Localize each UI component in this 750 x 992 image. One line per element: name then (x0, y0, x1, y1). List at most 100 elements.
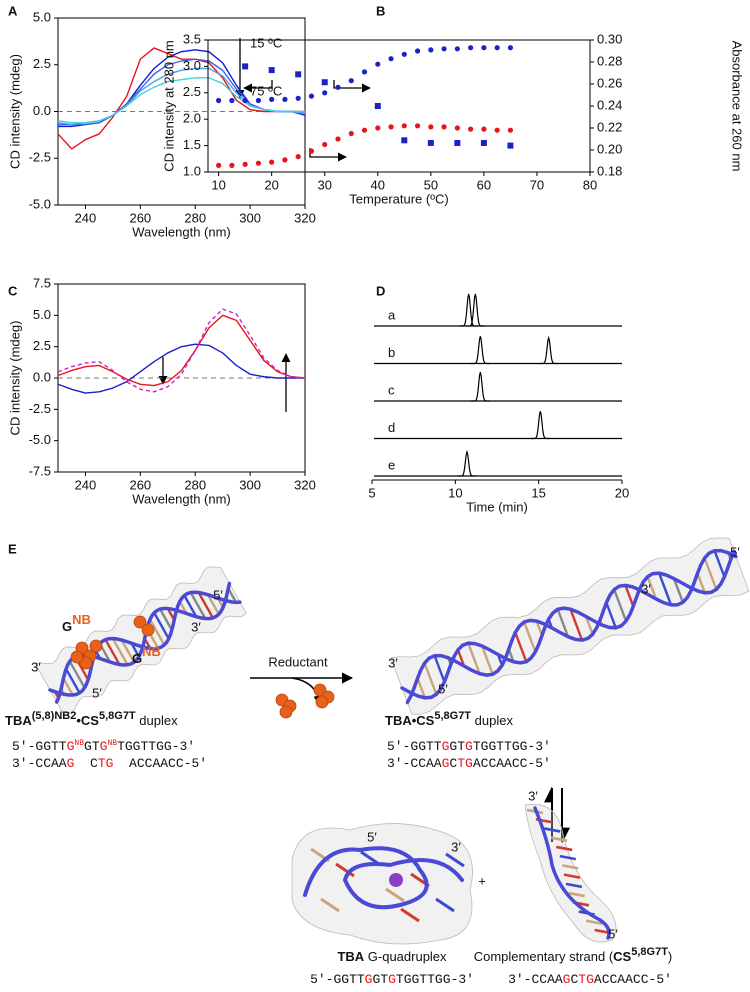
y-tick-label: 2.0 (183, 111, 201, 126)
base-pair (206, 594, 220, 615)
text-segment: C (570, 972, 578, 987)
ion (389, 873, 403, 887)
strand-end-label: 5′ (367, 829, 377, 844)
text-segment: (5,8)NB2 (32, 710, 77, 722)
trace-label: c (388, 382, 395, 397)
base-pair (433, 655, 446, 683)
base-pair (605, 602, 617, 629)
text-segment: TBA (5, 713, 32, 728)
data-point (374, 103, 381, 109)
base-pair (696, 572, 706, 594)
x-axis-title: Wavelength (nm) (132, 491, 231, 506)
x-tick-label: 300 (239, 210, 261, 225)
modified-base-label: GNB (62, 612, 91, 635)
base (563, 873, 581, 879)
base-pair (613, 589, 628, 622)
y-axis-title: CD intensity (mdeg) (7, 54, 22, 169)
data-point (401, 51, 407, 57)
x-tick-label: 10 (448, 485, 462, 500)
text-segment: C (74, 756, 98, 771)
text-segment: TBA (385, 713, 412, 728)
data-point (295, 95, 301, 101)
data-point (481, 126, 487, 132)
label-base: G (132, 651, 142, 666)
y-tick-label: 7.5 (33, 275, 51, 290)
molecule-graphic (291, 823, 473, 945)
data-point (229, 162, 235, 168)
nb-group-sphere (89, 639, 103, 653)
y2-tick-label: 0.18 (597, 163, 622, 178)
backbone-ribbon (48, 590, 242, 697)
base-pair (456, 649, 466, 667)
data-point (401, 123, 407, 129)
y-tick-label: 5.0 (33, 307, 51, 322)
x-tick-label: 300 (239, 477, 261, 492)
data-point (335, 84, 341, 90)
strand-end-label: 3′ (641, 581, 651, 596)
peak (539, 335, 559, 365)
y-tick-label: 3.0 (183, 58, 201, 73)
base-pair (111, 637, 129, 666)
data-point (414, 48, 421, 54)
x-tick-label: 260 (129, 477, 151, 492)
base-pair (658, 572, 673, 606)
x-tick-label: 50 (424, 177, 438, 192)
data-point (308, 93, 315, 99)
data-point (507, 127, 514, 133)
y-tick-label: 2.5 (183, 84, 201, 99)
nb-group-sphere (70, 650, 84, 664)
text-segment: 5′-GGTT (387, 739, 442, 754)
label-tag: NB (142, 644, 161, 659)
text-segment: 5,8G7T (631, 946, 668, 958)
text-segment: TGGTTGG-3′ (473, 739, 551, 754)
y-tick-label: 0.0 (33, 369, 51, 384)
data-point (335, 136, 341, 142)
data-point (216, 97, 222, 104)
sequence: 5′-GGTTGNBGTGNBTGGTTGG-3′ (12, 739, 195, 755)
text-segment: G (67, 739, 75, 754)
text-segment: GT (84, 739, 100, 754)
strand-end-label: 3′ (451, 839, 461, 854)
modified-base-label: GNB (132, 644, 161, 667)
y-tick-label: 3.5 (183, 31, 201, 46)
base-pair (183, 594, 198, 618)
base-pair (197, 591, 214, 619)
sequence: 5′-GGTTGGTGTGGTTGG-3′ (310, 972, 474, 987)
data-point (481, 45, 487, 51)
axis-pointer-arrow (309, 148, 347, 162)
base (555, 845, 573, 852)
y-axis-title: CD intensity (mdeg) (7, 321, 22, 436)
series-line (57, 77, 305, 124)
text-segment: TBA (337, 949, 364, 964)
base-pair (148, 618, 166, 646)
base-pair (65, 668, 81, 694)
molecule-graphic (390, 537, 750, 715)
x-tick-label: 320 (294, 210, 316, 225)
data-point (361, 69, 368, 75)
strand-end-label: 5′ (730, 544, 740, 559)
y-tick-label: 1.0 (183, 163, 201, 178)
text-segment: Complementary strand ( (474, 949, 614, 964)
x-tick-label: 280 (184, 210, 206, 225)
data-point (255, 97, 262, 104)
base (561, 864, 579, 870)
x-tick-label: 240 (75, 477, 97, 492)
data-point (388, 56, 394, 62)
data-point (308, 148, 315, 154)
y2-tick-label: 0.20 (597, 141, 622, 156)
sequence: 3′-CCAAGCTGACCAACC-5′ (508, 972, 672, 987)
base-pair (624, 584, 635, 607)
peak (459, 293, 479, 327)
data-point (322, 141, 328, 148)
base-pair (467, 642, 481, 675)
y-tick-label: -5.0 (29, 196, 51, 211)
base-pair (189, 591, 207, 620)
base-pair (62, 677, 74, 696)
text-segment: TG (457, 756, 473, 771)
label-tag: NB (72, 612, 91, 627)
data-point (348, 78, 354, 84)
strand-end-label: 3′ (191, 619, 201, 634)
backbone-ribbon (533, 806, 611, 940)
nb-group-sphere (141, 623, 155, 637)
base-pair (646, 576, 658, 600)
